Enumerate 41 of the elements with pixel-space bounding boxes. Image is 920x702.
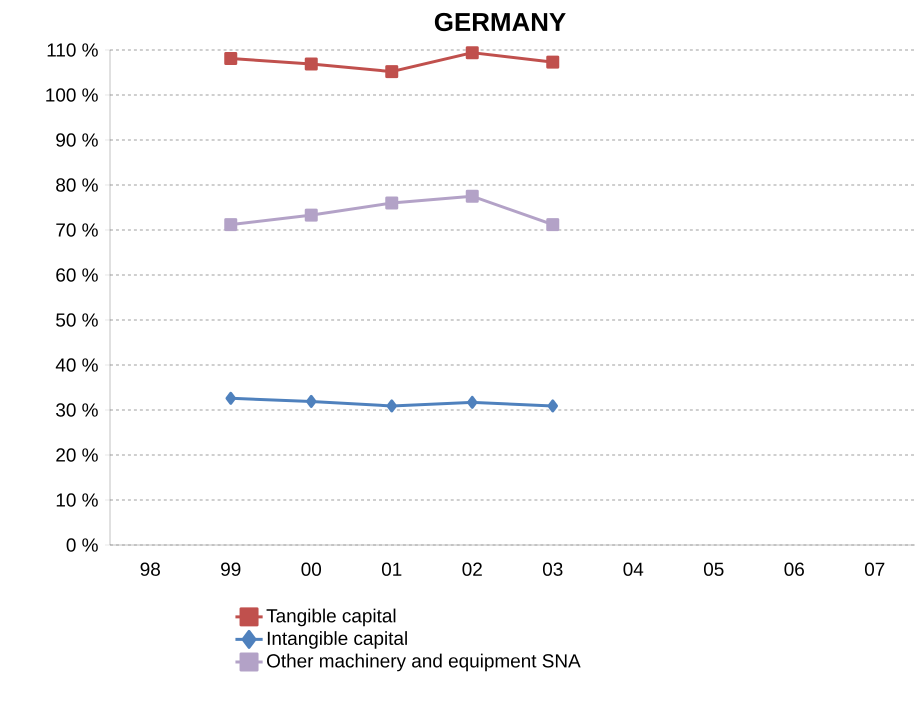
point	[224, 52, 238, 66]
legend-label: Intangible capital	[268, 631, 407, 649]
y-tick-label: 70 %	[56, 223, 98, 237]
y-tick-label: 60 %	[56, 268, 98, 282]
y-tick-label: 40 %	[56, 358, 98, 372]
point	[466, 46, 479, 60]
point	[386, 399, 398, 412]
point	[304, 208, 318, 222]
x-tick-label: 02	[462, 562, 482, 576]
y-tick-label: 110 %	[48, 43, 98, 57]
point	[306, 394, 317, 408]
chart-title: GERMANY	[434, 12, 566, 32]
y-tick-label: 50 %	[56, 313, 98, 327]
y-tick-label: 80 %	[56, 178, 98, 192]
point	[304, 57, 318, 70]
x-tick-label: 06	[784, 562, 804, 576]
y-tick-label: 30 %	[56, 403, 98, 417]
legend-label: Tangible capital	[266, 608, 396, 626]
x-tick-label: 04	[623, 562, 644, 576]
y-tick-label: 90 %	[56, 133, 98, 147]
legend-label: Other machinery and equipment SNA	[267, 654, 581, 672]
x-tick-label: 00	[301, 562, 322, 576]
point	[546, 218, 560, 232]
point	[226, 392, 236, 405]
point	[385, 196, 398, 210]
x-tick-label: 03	[542, 562, 562, 576]
y-tick-label: 100 %	[46, 88, 98, 102]
point	[546, 56, 560, 69]
point	[224, 218, 238, 232]
x-tick-label: 99	[221, 562, 240, 576]
x-tick-label: 05	[704, 562, 724, 576]
x-tick-label: 07	[864, 562, 884, 576]
y-tick-label: 10 %	[56, 493, 98, 507]
point	[385, 65, 398, 78]
x-tick-label: 98	[140, 562, 160, 576]
point	[467, 396, 478, 409]
point	[548, 399, 558, 412]
y-tick-label: 20 %	[56, 448, 98, 462]
x-tick-label: 01	[382, 562, 402, 576]
point	[466, 190, 479, 203]
y-tick-label: 0 %	[66, 538, 98, 552]
